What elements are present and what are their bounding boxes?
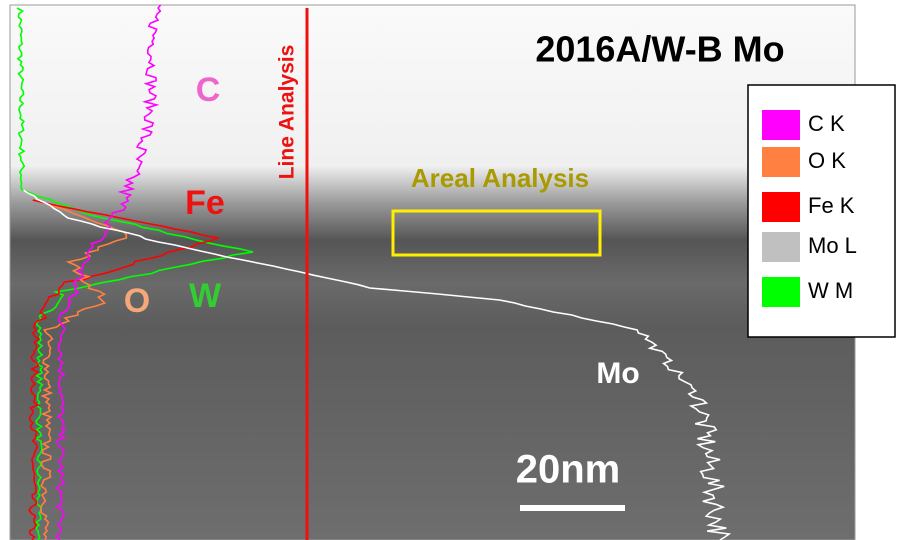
curve-label: C [196,71,221,109]
legend-label: Fe K [808,193,855,218]
legend-label: O K [808,148,846,173]
areal-analysis-label: Areal Analysis [411,163,589,193]
line-profile [16,7,254,540]
legend-label: Mo L [808,233,857,258]
areal-analysis-box [391,209,602,257]
curve-label: W [189,277,222,315]
curve-label: O [124,282,150,320]
title: 2016A/W-B Mo [535,29,784,70]
curve-labels: C Fe O W Mo [124,71,640,390]
line-profile [40,204,128,540]
curve-label: Mo [596,357,639,390]
legend-swatch [762,232,800,262]
line-analysis-label: Line Analysis [276,45,299,180]
legend-swatch [762,277,800,307]
legend-swatch [762,147,800,177]
legend-label: C K [808,111,845,136]
micrograph [9,4,856,540]
legend-swatch [762,192,800,222]
line-profiles [16,4,732,540]
line-profile [54,4,162,540]
legend-entries: C K O K Fe K Mo L W M [762,110,857,307]
legend-label: W M [808,278,853,303]
line-profile [28,199,221,540]
line-profile [23,189,732,540]
legend-swatch [762,110,800,140]
curve-label: Fe [185,184,225,222]
scale-bar-label: 20nm [516,448,621,492]
